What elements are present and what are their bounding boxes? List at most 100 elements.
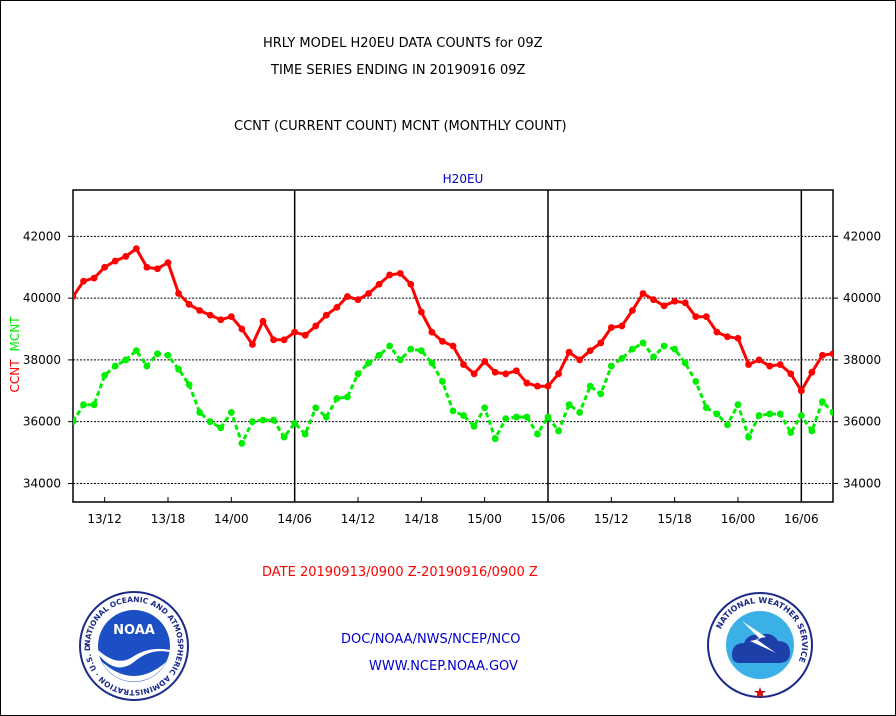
series-point-mcnt — [73, 418, 77, 426]
series-point-mcnt — [270, 416, 277, 424]
series-point-mcnt — [90, 401, 98, 409]
series-point-ccnt — [734, 334, 742, 342]
series-point-mcnt — [470, 422, 478, 430]
series-point-ccnt — [354, 296, 362, 304]
footer-org: DOC/NOAA/NWS/NCEP/NCO — [341, 632, 521, 647]
series-point-ccnt — [185, 300, 193, 308]
chart-subtitle: CCNT (CURRENT COUNT) MCNT (MONTHLY COUNT… — [234, 119, 567, 134]
series-point-ccnt — [101, 263, 109, 271]
series-point-ccnt — [333, 303, 341, 311]
series-line-ccnt — [73, 246, 833, 394]
series-point-ccnt — [301, 331, 309, 339]
series-point-mcnt — [322, 413, 330, 421]
series-line-mcnt — [73, 340, 833, 448]
series-point-mcnt — [439, 378, 446, 385]
series-point-ccnt — [90, 274, 98, 282]
series-point-ccnt — [713, 328, 721, 336]
y-tick-label-left: 38000 — [23, 353, 61, 367]
y-tick-label-right: 40000 — [843, 291, 881, 305]
series-point-ccnt — [407, 280, 415, 288]
plot-border — [72, 189, 834, 503]
series-point-mcnt — [586, 382, 594, 390]
series-point-mcnt — [164, 351, 172, 359]
series-point-mcnt — [259, 416, 267, 424]
series-point-mcnt — [555, 427, 562, 435]
series-point-mcnt — [312, 404, 320, 412]
series-point-ccnt — [111, 257, 119, 265]
series-point-mcnt — [671, 345, 679, 353]
series-point-mcnt — [713, 410, 721, 418]
series-point-mcnt — [829, 409, 833, 416]
series-point-ccnt — [365, 290, 372, 297]
series-point-mcnt — [122, 356, 130, 364]
series-point-mcnt — [639, 339, 647, 347]
series-point-ccnt — [745, 361, 752, 368]
x-tick-label: 15/12 — [594, 512, 629, 526]
series-point-mcnt — [755, 412, 763, 419]
series-point-ccnt — [755, 356, 763, 364]
chart-title-line1: HRLY MODEL H20EU DATA COUNTS for 09Z — [263, 36, 543, 51]
series-point-ccnt — [428, 328, 436, 336]
noaa-logo: NATIONAL OCEANIC AND ATMOSPHERIC ADMINIS… — [78, 590, 189, 701]
series-point-ccnt — [629, 307, 636, 314]
series-point-mcnt — [797, 412, 805, 419]
series-point-ccnt — [481, 358, 489, 365]
series-point-ccnt — [217, 316, 225, 324]
series-point-ccnt — [618, 322, 626, 330]
footer-url: WWW.NCEP.NOAA.GOV — [369, 659, 518, 674]
series-point-ccnt — [291, 328, 299, 336]
x-tick-label: 14/00 — [214, 512, 249, 526]
series-point-mcnt — [365, 359, 372, 367]
x-tick-label: 14/06 — [277, 512, 312, 526]
series-point-ccnt — [175, 290, 182, 297]
series-point-mcnt — [185, 381, 193, 389]
series-point-ccnt — [132, 245, 140, 253]
series-point-ccnt — [417, 308, 425, 316]
series-point-ccnt — [375, 280, 383, 288]
series-point-mcnt — [597, 390, 605, 398]
series-point-mcnt — [80, 401, 87, 409]
date-range: DATE 20190913/0900 Z-20190916/0900 Z — [262, 565, 538, 580]
noaa-logo-text: NOAA — [113, 623, 155, 638]
series-point-mcnt — [502, 415, 510, 422]
series-point-ccnt — [154, 265, 161, 273]
x-tick-label: 15/00 — [467, 512, 502, 526]
series-point-ccnt — [576, 356, 584, 364]
series-point-mcnt — [766, 410, 774, 418]
series-point-mcnt — [143, 362, 151, 370]
series-point-ccnt — [555, 370, 562, 378]
series-point-mcnt — [681, 359, 689, 367]
series-point-ccnt — [829, 350, 833, 358]
series-point-mcnt — [565, 401, 573, 409]
series-point-ccnt — [449, 342, 457, 350]
series-point-mcnt — [787, 429, 795, 436]
x-tick-label: 16/00 — [721, 512, 756, 526]
series-point-ccnt — [597, 339, 605, 347]
series-point-ccnt — [238, 325, 246, 333]
series-point-ccnt — [322, 311, 330, 319]
series-point-ccnt — [671, 297, 679, 305]
series-point-ccnt — [787, 370, 795, 378]
series-point-mcnt — [460, 412, 467, 419]
series-point-ccnt — [681, 299, 689, 307]
series-point-mcnt — [111, 362, 119, 370]
series-point-ccnt — [808, 368, 816, 376]
y-tick-label-right: 38000 — [843, 353, 881, 367]
series-point-mcnt — [449, 407, 457, 415]
series-point-ccnt — [270, 336, 277, 344]
x-tick-label: 15/06 — [531, 512, 566, 526]
series-point-mcnt — [375, 351, 383, 359]
series-point-ccnt — [439, 337, 446, 345]
series-point-mcnt — [428, 359, 436, 367]
panel-title: H20EU — [443, 172, 484, 186]
series-point-mcnt — [291, 419, 299, 427]
series-point-ccnt — [196, 307, 204, 314]
series-point-mcnt — [407, 345, 415, 353]
series-point-mcnt — [734, 401, 742, 409]
series-point-mcnt — [618, 354, 626, 362]
series-point-mcnt — [534, 430, 541, 438]
series-point-mcnt — [196, 409, 204, 416]
series-point-ccnt — [512, 367, 520, 375]
series-point-ccnt — [607, 324, 615, 331]
series-point-mcnt — [629, 345, 636, 353]
